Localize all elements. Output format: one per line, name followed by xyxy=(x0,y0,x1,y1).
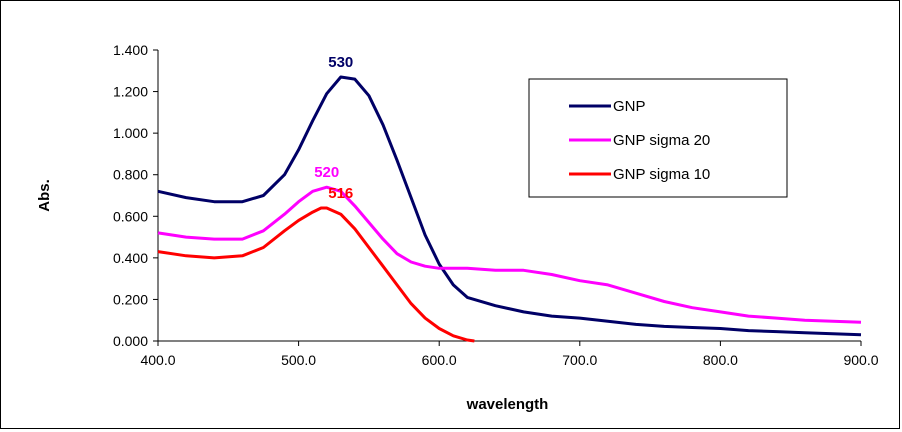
series-line-2 xyxy=(157,206,475,343)
series-line-0 xyxy=(157,75,862,337)
y-tick-label: 1.000 xyxy=(113,125,148,141)
legend-box xyxy=(528,78,788,198)
x-tick-label: 700.0 xyxy=(562,352,597,368)
series-line-1 xyxy=(157,185,862,324)
x-tick-label: 800.0 xyxy=(703,352,738,368)
x-tick-label: 900.0 xyxy=(843,352,878,368)
y-tick-label: 0.000 xyxy=(113,333,148,349)
y-axis-title: Abs. xyxy=(36,179,53,212)
series-layer xyxy=(157,75,862,343)
x-tick-label: 500.0 xyxy=(281,352,316,368)
y-tick-label: 0.800 xyxy=(113,167,148,183)
x-tick-label: 400.0 xyxy=(140,352,175,368)
y-tick-label: 1.200 xyxy=(113,84,148,100)
peak-label: 516 xyxy=(328,185,353,202)
plot-axes xyxy=(157,50,861,342)
y-tick-label: 0.200 xyxy=(113,291,148,307)
y-tick-label: 1.400 xyxy=(113,42,148,58)
peak-annotations: 530 520 516 xyxy=(314,54,353,202)
y-tick-label: 0.600 xyxy=(113,208,148,224)
legend-label: GNP xyxy=(613,98,646,115)
legend-label: GNP sigma 10 xyxy=(613,166,710,183)
peak-label: 530 xyxy=(328,54,353,71)
legend-label: GNP sigma 20 xyxy=(613,132,710,149)
axis-ticks: 0.000 0.200 0.400 0.600 0.800 1.000 1.200 1.400… xyxy=(113,42,879,368)
peak-label: 520 xyxy=(314,164,339,181)
y-tick-label: 0.400 xyxy=(113,250,148,266)
legend: GNP GNP sigma 20 GNP sigma 10 xyxy=(528,78,788,198)
x-axis-title: wavelength xyxy=(466,396,549,413)
x-tick-label: 600.0 xyxy=(422,352,457,368)
